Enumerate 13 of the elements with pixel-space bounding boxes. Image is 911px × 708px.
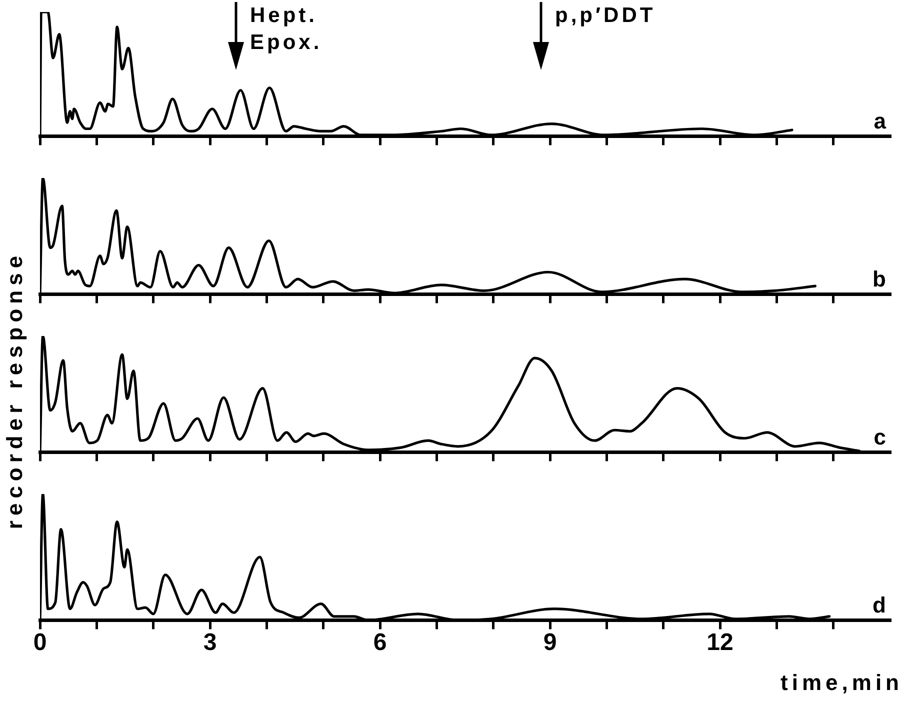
- annotation: Hept. Epox.: [250, 3, 324, 56]
- annotation: p,p′DDT: [555, 3, 656, 29]
- x-tick-label: 9: [543, 629, 557, 656]
- x-tick-label: 3: [203, 629, 217, 656]
- y-axis-title: recorder response: [2, 250, 28, 530]
- text: a: [874, 108, 887, 134]
- series-label: d: [872, 592, 886, 618]
- x-tick-label: 6: [373, 629, 387, 656]
- x-tick-label: 12: [706, 629, 734, 656]
- x-tick-label: 0: [33, 629, 47, 656]
- text: b: [872, 266, 886, 292]
- series-label: c: [874, 424, 886, 450]
- x-axis-title: time,min: [780, 670, 903, 696]
